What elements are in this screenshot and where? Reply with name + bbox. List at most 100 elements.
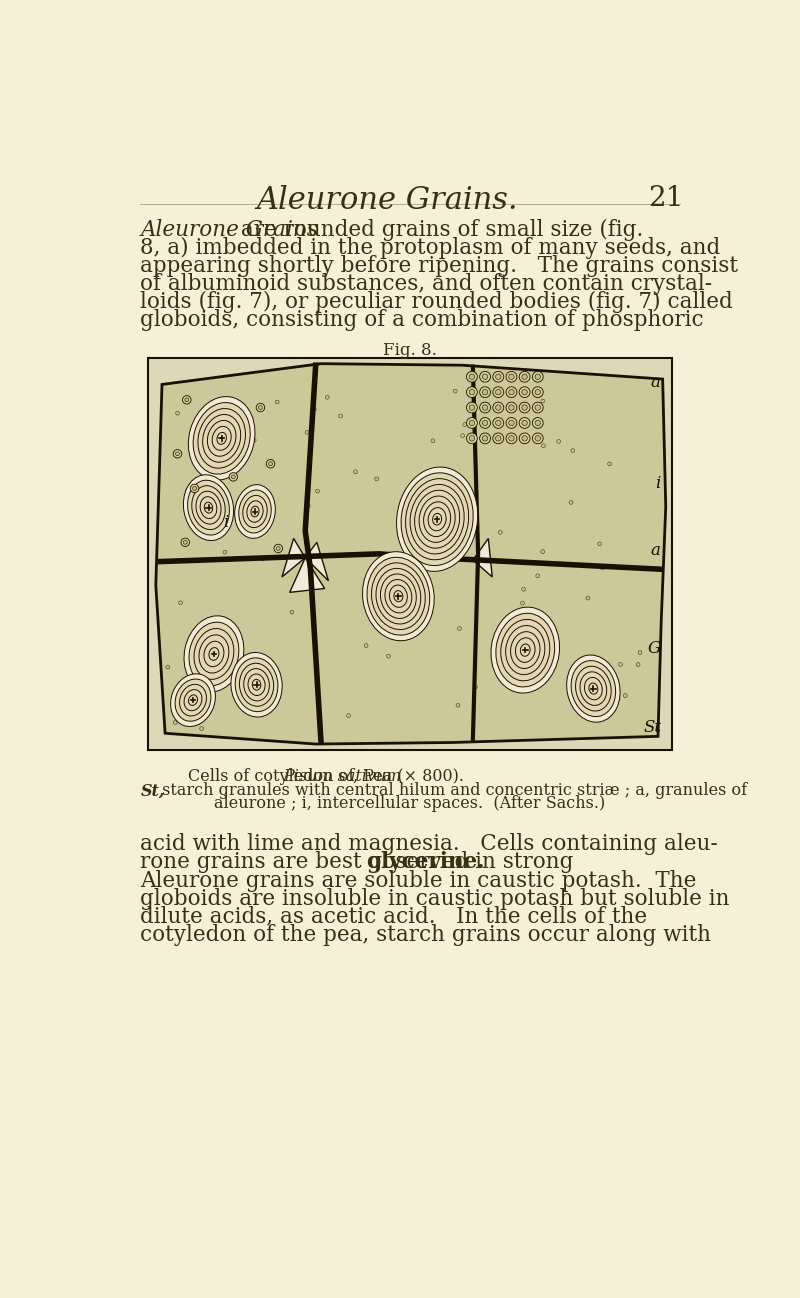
Circle shape bbox=[482, 436, 488, 441]
Circle shape bbox=[474, 685, 478, 689]
Circle shape bbox=[346, 714, 350, 718]
Text: globoids, consisting of a combination of phosphoric: globoids, consisting of a combination of… bbox=[140, 309, 704, 331]
Ellipse shape bbox=[183, 475, 234, 540]
Circle shape bbox=[482, 421, 488, 426]
Circle shape bbox=[506, 434, 517, 444]
Circle shape bbox=[223, 550, 227, 554]
Circle shape bbox=[364, 644, 368, 648]
Circle shape bbox=[466, 371, 478, 382]
Circle shape bbox=[509, 436, 514, 441]
Circle shape bbox=[535, 436, 541, 441]
Ellipse shape bbox=[390, 585, 407, 607]
Circle shape bbox=[535, 374, 541, 379]
Ellipse shape bbox=[194, 628, 234, 679]
Ellipse shape bbox=[170, 674, 215, 727]
Circle shape bbox=[535, 389, 541, 395]
Circle shape bbox=[493, 402, 504, 413]
Ellipse shape bbox=[410, 484, 464, 554]
Circle shape bbox=[522, 374, 527, 379]
Circle shape bbox=[354, 470, 358, 474]
Circle shape bbox=[498, 531, 502, 535]
Circle shape bbox=[535, 421, 541, 426]
Text: Fig. 8.: Fig. 8. bbox=[383, 343, 437, 360]
Text: 21: 21 bbox=[648, 186, 683, 212]
Circle shape bbox=[326, 396, 329, 400]
Circle shape bbox=[466, 418, 478, 428]
Ellipse shape bbox=[235, 658, 278, 711]
Circle shape bbox=[469, 436, 474, 441]
Ellipse shape bbox=[571, 661, 616, 716]
Circle shape bbox=[374, 476, 378, 480]
Circle shape bbox=[495, 436, 501, 441]
Ellipse shape bbox=[491, 607, 559, 693]
Circle shape bbox=[509, 374, 514, 379]
Text: Cells of cotyledon of: Cells of cotyledon of bbox=[188, 768, 360, 785]
Ellipse shape bbox=[585, 678, 602, 700]
Circle shape bbox=[456, 704, 460, 707]
Ellipse shape bbox=[209, 648, 219, 661]
Text: St: St bbox=[643, 719, 661, 736]
Text: cotyledon of the pea, starch grains occur along with: cotyledon of the pea, starch grains occu… bbox=[140, 924, 711, 946]
Ellipse shape bbox=[199, 635, 229, 674]
Ellipse shape bbox=[496, 613, 554, 687]
Circle shape bbox=[495, 405, 501, 410]
Ellipse shape bbox=[367, 557, 430, 635]
Circle shape bbox=[532, 402, 543, 413]
Circle shape bbox=[312, 408, 316, 411]
Circle shape bbox=[261, 557, 265, 561]
Circle shape bbox=[305, 431, 309, 435]
Circle shape bbox=[312, 561, 316, 565]
Polygon shape bbox=[282, 539, 306, 576]
Text: a: a bbox=[650, 374, 660, 392]
Ellipse shape bbox=[580, 672, 606, 705]
Circle shape bbox=[231, 475, 235, 479]
Circle shape bbox=[541, 549, 545, 553]
Circle shape bbox=[463, 423, 466, 427]
Circle shape bbox=[519, 371, 530, 382]
Ellipse shape bbox=[204, 502, 213, 513]
Ellipse shape bbox=[397, 467, 478, 571]
Circle shape bbox=[509, 405, 514, 410]
Text: G: G bbox=[648, 640, 661, 657]
Circle shape bbox=[200, 727, 203, 731]
Circle shape bbox=[542, 444, 546, 448]
Circle shape bbox=[275, 400, 279, 404]
Text: loids (fig. 7), or peculiar rounded bodies (fig. 7) called: loids (fig. 7), or peculiar rounded bodi… bbox=[140, 291, 733, 313]
Circle shape bbox=[522, 389, 527, 395]
Circle shape bbox=[269, 462, 273, 466]
Ellipse shape bbox=[234, 484, 275, 539]
Circle shape bbox=[569, 501, 573, 505]
Circle shape bbox=[256, 404, 265, 411]
Ellipse shape bbox=[385, 579, 412, 613]
Circle shape bbox=[482, 405, 488, 410]
Ellipse shape bbox=[251, 506, 259, 517]
Circle shape bbox=[623, 693, 627, 697]
Circle shape bbox=[482, 374, 488, 379]
Text: aleurone ; i, intercellular spaces.  (After Sachs.): aleurone ; i, intercellular spaces. (Aft… bbox=[214, 794, 606, 811]
Ellipse shape bbox=[198, 409, 246, 469]
Ellipse shape bbox=[433, 514, 442, 524]
Circle shape bbox=[301, 567, 305, 571]
Ellipse shape bbox=[212, 427, 231, 450]
Circle shape bbox=[306, 504, 310, 508]
Circle shape bbox=[532, 371, 543, 382]
Ellipse shape bbox=[175, 679, 211, 722]
Ellipse shape bbox=[381, 574, 416, 618]
Ellipse shape bbox=[193, 402, 250, 474]
Polygon shape bbox=[290, 558, 325, 592]
Circle shape bbox=[506, 402, 517, 413]
Circle shape bbox=[480, 371, 490, 382]
Ellipse shape bbox=[520, 644, 530, 657]
Circle shape bbox=[176, 411, 179, 415]
Circle shape bbox=[532, 387, 543, 397]
Ellipse shape bbox=[202, 414, 241, 462]
Circle shape bbox=[480, 418, 490, 428]
Ellipse shape bbox=[200, 497, 217, 519]
Ellipse shape bbox=[196, 491, 221, 524]
Circle shape bbox=[317, 556, 321, 559]
Ellipse shape bbox=[394, 591, 403, 602]
Circle shape bbox=[469, 405, 474, 410]
Circle shape bbox=[222, 628, 226, 632]
Circle shape bbox=[183, 540, 187, 544]
Circle shape bbox=[266, 459, 274, 469]
